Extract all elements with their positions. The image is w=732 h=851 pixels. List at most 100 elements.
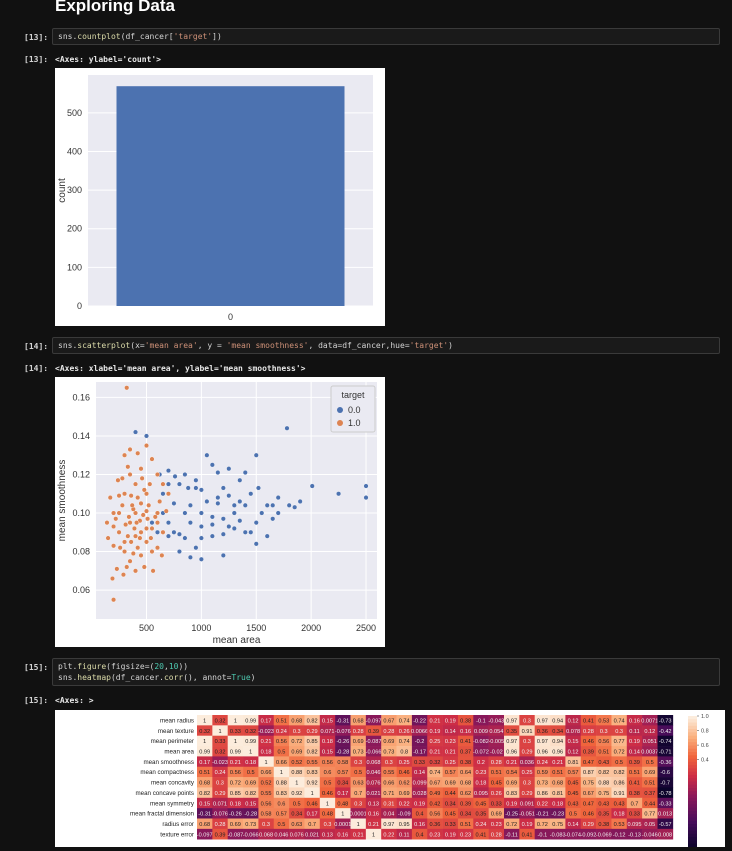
colorbar-segment: [688, 807, 697, 812]
heatmap-annotation: 0.16: [414, 822, 425, 828]
heatmap-annotation: 0.68: [199, 822, 210, 828]
data-point: [127, 446, 133, 452]
cell-13-code[interactable]: sns.countplot(df_cancer['target']): [52, 28, 720, 45]
heatmap-annotation: 0.16: [368, 812, 379, 818]
heatmap-annotation: 0.51: [629, 770, 640, 776]
heatmap-annotation: 0.86: [537, 791, 548, 797]
heatmap-annotation: 0.18: [322, 739, 333, 745]
heatmap-cell: [335, 797, 351, 809]
heatmap-annotation: 0.94: [552, 739, 563, 745]
heatmap-annotation: 0.43: [614, 801, 625, 807]
heatmap-annotation: 0.51: [460, 822, 471, 828]
data-point: [284, 425, 290, 431]
heatmap-cell: [258, 797, 275, 809]
heatmap-annotation: 0.18: [552, 801, 563, 807]
heatmap-annotation: 0.96: [537, 750, 548, 756]
data-point: [128, 493, 134, 499]
heatmap-cell: [534, 797, 551, 809]
heatmap-annotation: 0.24: [537, 760, 548, 766]
heatmap-cell: [642, 818, 658, 830]
heatmap-cell: [227, 777, 244, 788]
heatmap-annotation: 0.5: [646, 760, 654, 766]
heatmap-annotation: 0.57: [276, 812, 287, 818]
heatmap-annotation: 0.32: [245, 729, 256, 735]
colorbar-segment: [688, 810, 697, 815]
heatmap-cell: [396, 735, 413, 747]
data-point: [226, 524, 232, 530]
heatmap-annotation: 0.21: [368, 822, 379, 828]
heatmap-cell: [488, 735, 505, 747]
heatmap-cell: [626, 715, 643, 726]
heatmap-cell: [488, 828, 505, 840]
heatmap-annotation: 0.23: [429, 832, 440, 838]
heatmap-annotation: 0.91: [522, 729, 533, 735]
heatmap-cell: [289, 777, 305, 788]
cell-15-code[interactable]: plt.figure(figsize=(20,10)) sns.heatmap(…: [52, 658, 720, 686]
heatmap-annotation: 0.15: [245, 801, 256, 807]
heatmap-cell: [212, 828, 228, 840]
heatmap-annotation: 0.14: [445, 729, 456, 735]
heatmap-cell: [243, 787, 259, 799]
heatmap-annotation: 0.0001: [334, 822, 351, 828]
heatmap-cell: [258, 715, 275, 726]
heatmap-cell: [534, 715, 551, 726]
heatmap-annotation: 0.15: [322, 718, 333, 724]
heatmap-cell: [565, 787, 582, 799]
heatmap-annotation: 0.97: [506, 739, 517, 745]
heatmap-annotation: 0.45: [445, 812, 456, 818]
data-point: [309, 483, 315, 489]
y-tick-label: 0.10: [72, 508, 90, 518]
colorbar-segment: [688, 761, 697, 766]
heatmap-cell: [580, 725, 597, 736]
heatmap-cell: [504, 735, 520, 747]
heatmap-cell: [227, 828, 244, 840]
data-point: [123, 522, 129, 528]
data-point: [264, 533, 270, 539]
heatmap-annotation: 0.19: [629, 739, 640, 745]
heatmap-annotation: 0.69: [506, 781, 517, 787]
cell-14-out-prompt: [14]:: [24, 364, 49, 373]
data-point: [231, 510, 237, 516]
heatmap-cell: [381, 828, 397, 840]
heatmap-cell: [396, 828, 413, 840]
heatmap-annotation: 0.13: [368, 801, 379, 807]
data-point: [209, 522, 215, 528]
x-tick-label: 0: [228, 312, 233, 322]
heatmap-cell: [642, 725, 658, 736]
heatmap-cell: [580, 756, 597, 768]
cell-14-code[interactable]: sns.scatterplot(x='mean area', y = 'mean…: [52, 337, 720, 354]
heatmap-annotation: 0.008: [658, 832, 672, 838]
heatmap-cell: [550, 756, 566, 768]
heatmap-cell: [596, 777, 612, 788]
data-point: [135, 450, 141, 456]
code-token: ,: [163, 662, 169, 671]
heatmap-annotation: 0.3: [262, 822, 270, 828]
colorbar-segment: [688, 784, 697, 789]
heatmap-annotation: 1: [372, 832, 375, 838]
heatmap-cell: [442, 715, 459, 726]
heatmap-cell: [580, 808, 597, 819]
code-token: heatmap: [77, 673, 111, 682]
heatmap-annotation: 0.19: [445, 832, 456, 838]
heatmap-annotation: 0.99: [230, 750, 241, 756]
heatmap-annotation: 0.46: [399, 770, 410, 776]
heatmap-cell: [227, 818, 244, 830]
data-point: [111, 543, 117, 549]
heatmap-annotation: 0.33: [491, 801, 502, 807]
heatmap-cell: [396, 766, 413, 778]
heatmap-annotation: 0.94: [552, 718, 563, 724]
data-point: [226, 493, 232, 499]
heatmap-annotation: 0.56: [598, 739, 609, 745]
heatmap-annotation: 0.28: [215, 822, 226, 828]
heatmap-annotation: 0.009: [474, 729, 488, 735]
heatmap-cell: [365, 746, 382, 757]
heatmap-cell: [473, 818, 489, 830]
heatmap-annotation: 0.13: [322, 832, 333, 838]
heatmap-cell: [442, 797, 459, 809]
data-point: [182, 510, 188, 516]
heatmap-annotation: 0.82: [598, 770, 609, 776]
heatmap-cell: [488, 787, 505, 799]
data-point: [286, 502, 292, 508]
data-point: [126, 514, 132, 520]
heatmap-cell: [427, 715, 443, 726]
